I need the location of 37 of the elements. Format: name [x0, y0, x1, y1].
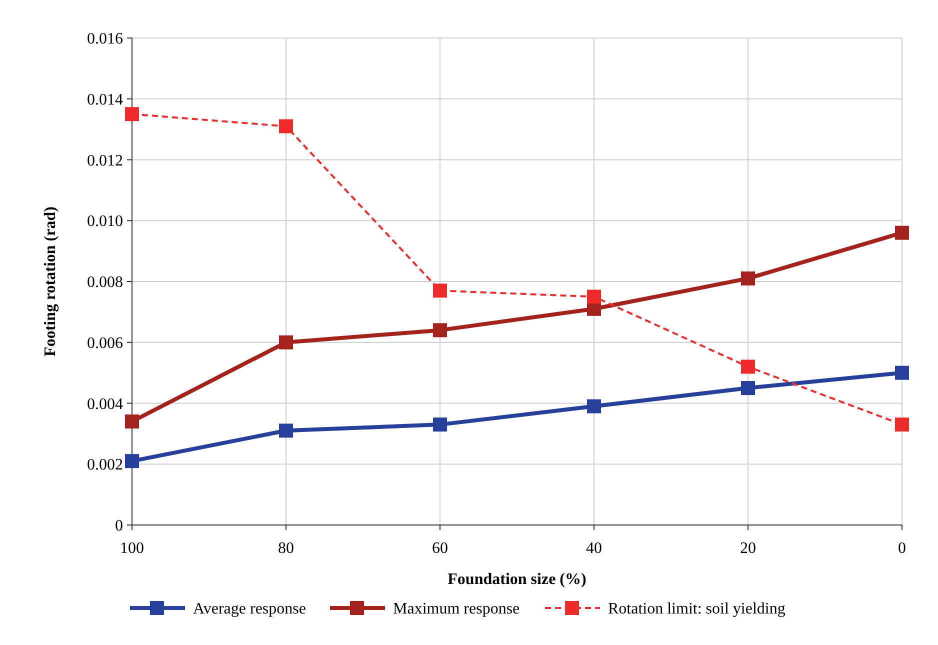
point: [279, 424, 293, 438]
point: [741, 381, 755, 396]
y-tick-label: 0.016: [87, 30, 123, 48]
point: [587, 399, 601, 414]
y-tick-label: 0.010: [87, 213, 123, 230]
point: [433, 284, 447, 298]
point: [587, 290, 601, 304]
point: [125, 454, 139, 468]
point: [741, 360, 755, 374]
x-tick-label: 20: [740, 540, 756, 557]
point: [895, 366, 909, 380]
y-tick-label: 0.014: [87, 91, 123, 108]
point: [279, 119, 293, 134]
legend-label: Rotation limit: soil yielding: [608, 600, 786, 618]
legend-label: Maximum response: [393, 600, 520, 618]
x-tick-label: 80: [278, 540, 294, 557]
legend-label: Average response: [193, 600, 306, 618]
y-tick-label: 0.002: [87, 456, 123, 474]
x-tick-label: 0: [898, 540, 906, 557]
x-axis-title: Foundation size (%): [448, 571, 586, 588]
point: [433, 323, 447, 338]
point: [279, 335, 293, 350]
y-axis-title: Footing rotation (rad): [42, 206, 59, 356]
y-tick-label: 0: [115, 518, 123, 535]
point: [125, 414, 139, 429]
x-tick-label: 100: [120, 540, 144, 557]
point: [895, 226, 909, 240]
x-tick-label: 40: [586, 540, 602, 557]
x-tick-label: 60: [432, 540, 448, 557]
point: [433, 418, 447, 432]
y-tick-label: 0.012: [87, 152, 123, 170]
point: [895, 418, 909, 432]
point: [741, 271, 755, 286]
y-tick-label: 0.004: [87, 396, 123, 413]
point: [125, 107, 139, 122]
y-tick-label: 0.008: [87, 274, 123, 292]
y-tick-label: 0.006: [87, 334, 123, 352]
